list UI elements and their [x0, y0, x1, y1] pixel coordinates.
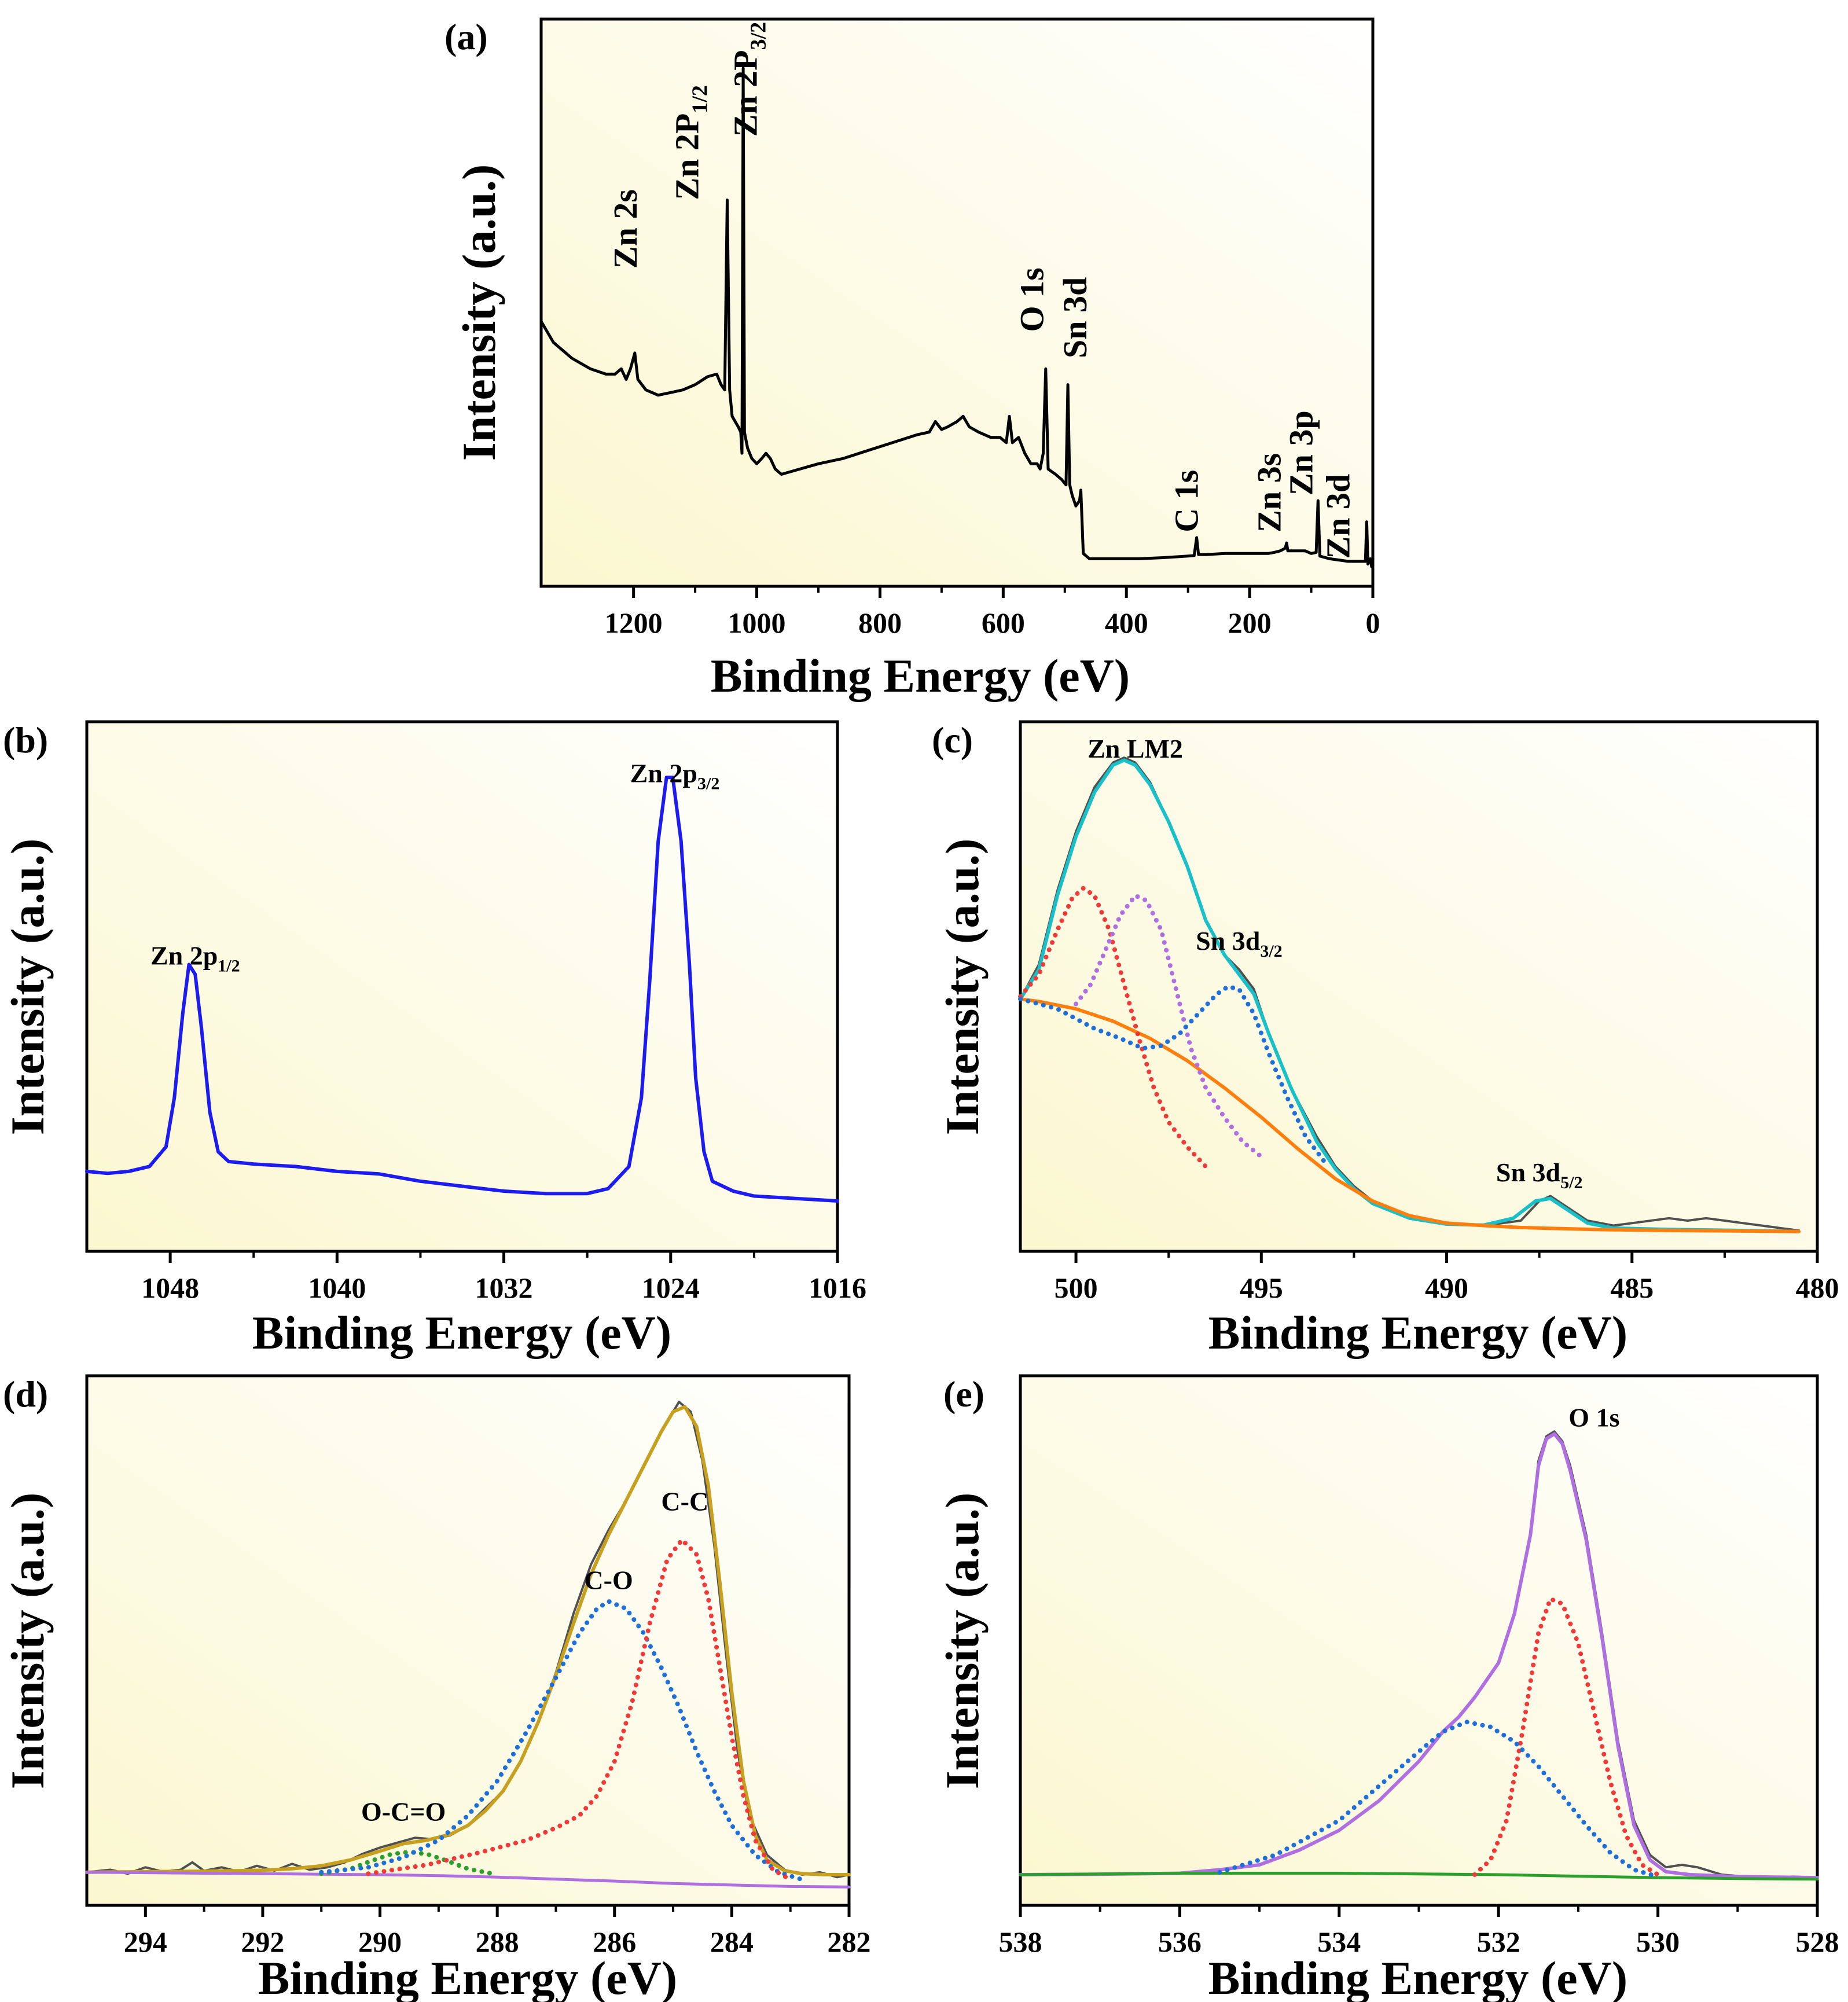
series-d-4	[319, 1849, 500, 1877]
x-tick-label-b-1: 1040	[308, 1272, 366, 1304]
x-tick-label-c-1: 495	[1240, 1272, 1283, 1304]
plot-area-e	[1019, 1374, 1819, 1907]
x-tick-label-c-4: 480	[1796, 1272, 1839, 1304]
x-tick-label-a-5: 200	[1228, 607, 1272, 639]
y-axis-title-d: Intensity (a.u.)	[1, 1493, 54, 1790]
peak-label-d-0: O-C=O	[361, 1797, 446, 1826]
y-axis-title-a: Intensity (a.u.)	[453, 164, 505, 461]
series-layer-e	[1019, 1430, 1819, 1881]
x-tick-label-e-0: 538	[999, 1926, 1042, 1958]
series-layer-c	[1018, 756, 1801, 1233]
x-tick-label-b-2: 1032	[475, 1272, 533, 1304]
series-layer-d	[85, 1401, 851, 1889]
series-c-6	[1018, 984, 1331, 1169]
series-d-3	[85, 1871, 851, 1889]
panel-label-b: (b)	[3, 719, 48, 761]
series-c-2	[1019, 758, 1801, 1233]
x-tick-label-d-2: 290	[358, 1926, 402, 1958]
x-tick-label-d-0: 294	[124, 1926, 167, 1958]
series-e-3	[1019, 1872, 1819, 1881]
panel-b: (b) Zn 2p1/2Zn 2p3/2 1048 1040 1032 1024 101…	[1, 719, 866, 1359]
panel-label-e: (e)	[943, 1373, 984, 1415]
series-e-2	[1019, 1432, 1819, 1880]
x-tick-label-a-1: 1000	[728, 607, 786, 639]
x-tick-label-c-3: 485	[1610, 1272, 1654, 1304]
peak-label-a-6: Zn 3s	[1250, 453, 1288, 532]
peak-label-d-1: C-O	[584, 1566, 633, 1595]
plot-area-a	[539, 17, 1375, 588]
peak-label-d-2: C-C	[661, 1486, 708, 1516]
series-a-1	[539, 67, 1375, 568]
series-d-2	[85, 1405, 851, 1876]
series-layer-a	[539, 67, 1375, 568]
panel-label-d: (d)	[3, 1373, 48, 1415]
series-e-4	[1472, 1596, 1660, 1877]
peak-label-a-0: Zn 2s	[607, 189, 644, 269]
x-ticks-c: 500 495 490 485 480	[1055, 1251, 1839, 1304]
x-tick-label-d-3: 288	[476, 1926, 519, 1958]
peak-label-a-5: C 1s	[1168, 470, 1206, 532]
peak-label-a-8: Zn 3d	[1320, 474, 1357, 559]
x-axis-title-d: Binding Energy (eV)	[258, 1952, 677, 2002]
x-tick-label-b-0: 1048	[141, 1272, 199, 1304]
x-ticks-d: 294 292 290 288 286 284 282	[124, 1905, 871, 1958]
x-tick-label-a-3: 600	[982, 607, 1025, 639]
peak-label-e-0: O 1s	[1568, 1403, 1619, 1432]
peak-label-a-3: O 1s	[1013, 267, 1051, 332]
x-tick-label-d-6: 282	[828, 1926, 871, 1958]
x-tick-label-d-1: 292	[241, 1926, 284, 1958]
x-tick-label-e-4: 530	[1636, 1926, 1680, 1958]
peak-label-a-4: Sn 3d	[1056, 277, 1094, 358]
x-tick-label-e-3: 532	[1477, 1926, 1520, 1958]
x-ticks-a: 1200 1000 800 600 400 200 0	[605, 586, 1380, 639]
plot-area-b	[85, 720, 839, 1253]
x-axis-title-c: Binding Energy (eV)	[1208, 1306, 1627, 1359]
y-axis-title-e: Intensity (a.u.)	[936, 1493, 989, 1790]
peak-label-b-0: Zn 2p1/2	[150, 941, 240, 976]
x-axis-title-b: Binding Energy (eV)	[252, 1306, 671, 1359]
x-tick-label-a-4: 400	[1105, 607, 1148, 639]
x-axis-title-a: Binding Energy (eV)	[711, 649, 1130, 702]
x-tick-label-c-0: 500	[1055, 1272, 1098, 1304]
annotation-layer-d: O-C=O C-O C-C	[361, 1486, 708, 1826]
x-tick-label-a-6: 0	[1366, 607, 1380, 639]
x-tick-label-d-5: 284	[710, 1926, 754, 1958]
panel-d: (d) O-C=O C-O C-C 294 292 290 288 286 284 282 Bi…	[1, 1373, 871, 2002]
peak-label-a-7: Zn 3p	[1283, 410, 1320, 495]
series-c-5	[1074, 893, 1264, 1159]
series-c-4	[1018, 886, 1208, 1169]
x-tick-label-b-4: 1016	[809, 1272, 866, 1304]
peak-label-c-0: Zn LM2	[1088, 734, 1183, 763]
x-tick-label-e-1: 536	[1158, 1926, 1202, 1958]
y-axis-title-c: Intensity (a.u.)	[936, 839, 989, 1136]
series-e-5	[1217, 1720, 1660, 1879]
annotation-layer-e: O 1s	[1568, 1403, 1619, 1432]
x-axis-title-e: Binding Energy (eV)	[1208, 1952, 1627, 2002]
panel-e: (e) O 1s 538 536 534 532 530 528 Binding Ener…	[936, 1373, 1839, 2002]
series-d-5	[319, 1599, 804, 1882]
x-tick-label-c-2: 490	[1425, 1272, 1468, 1304]
series-d-6	[366, 1537, 793, 1882]
x-tick-label-e-2: 534	[1317, 1926, 1361, 1958]
x-ticks-b: 1048 1040 1032 1024 1016	[141, 1251, 866, 1304]
x-ticks-e: 538 536 534 532 530 528	[999, 1905, 1839, 1958]
panel-label-c: (c)	[932, 719, 973, 761]
series-c-3	[1019, 997, 1801, 1233]
panel-label-a: (a)	[444, 16, 488, 57]
x-tick-label-a-0: 1200	[605, 607, 663, 639]
plot-area-c	[1019, 720, 1819, 1253]
x-tick-label-e-5: 528	[1796, 1926, 1839, 1958]
x-tick-label-a-2: 800	[858, 607, 902, 639]
y-axis-title-b: Intensity (a.u.)	[1, 839, 54, 1136]
series-layer-b	[85, 776, 839, 1203]
x-tick-label-d-4: 286	[593, 1926, 636, 1958]
x-tick-label-b-3: 1024	[642, 1272, 700, 1304]
series-b-1	[85, 776, 839, 1203]
